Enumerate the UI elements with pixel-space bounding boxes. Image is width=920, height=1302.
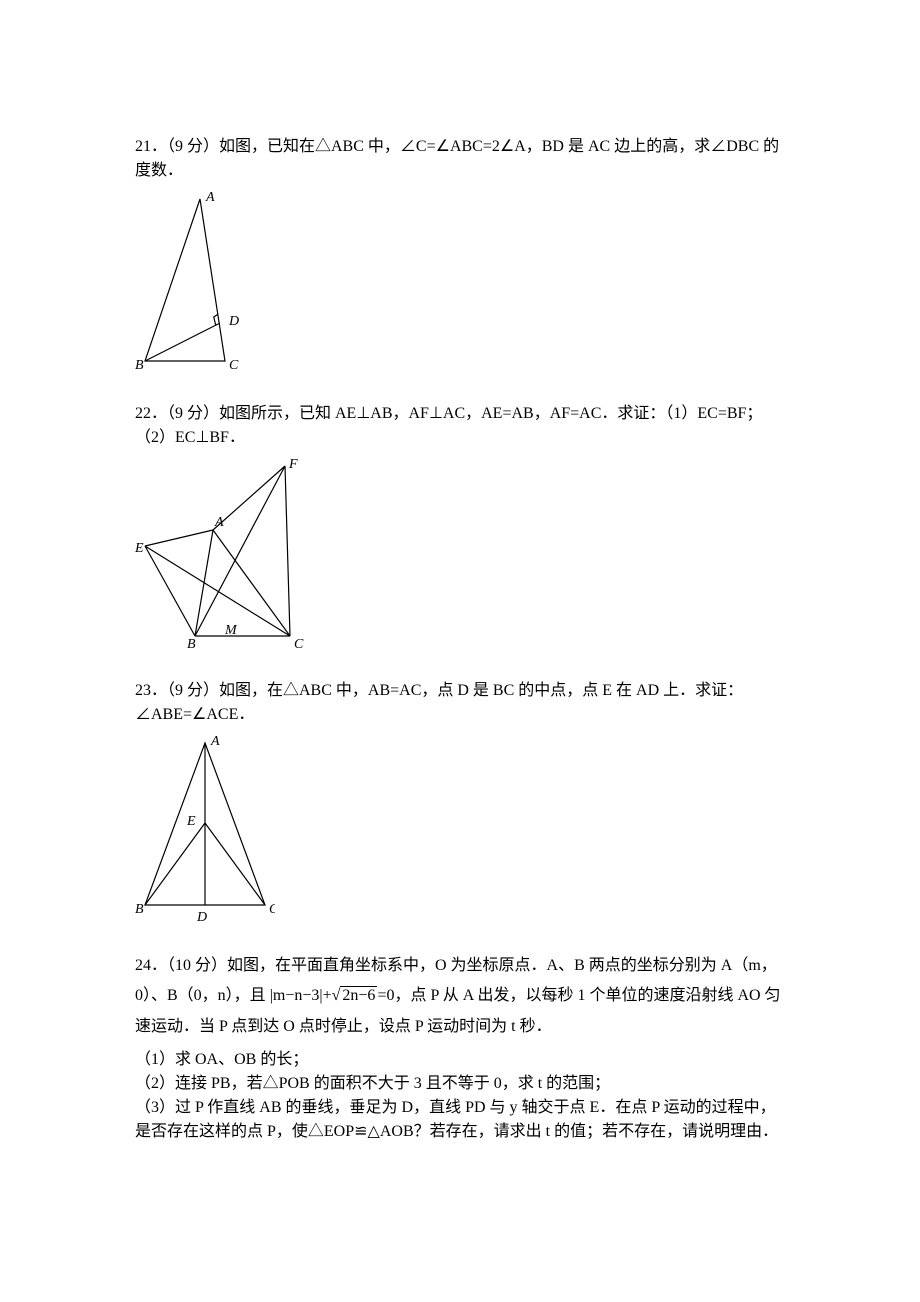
label-F: F [288, 457, 298, 472]
label-B: B [135, 902, 144, 917]
problem-22-text: 22．（9 分）如图所示，已知 AE⊥AB，AF⊥AC，AE=AB，AF=AC．… [135, 402, 785, 450]
p24-abs-expr: |m−n−3| [270, 987, 323, 1004]
problem-21-text: 21．（9 分）如图，已知在△ABC 中，∠C=∠ABC=2∠A，BD 是 AC… [135, 135, 785, 183]
label-M: M [224, 623, 238, 638]
label-A: A [205, 190, 215, 205]
p24-sub2: （2）连接 PB，若△POB 的面积不大于 3 且不等于 0，求 t 的范围； [135, 1072, 785, 1096]
label-C: C [269, 902, 275, 917]
problem-23-figure: A B C D E [135, 733, 275, 923]
label-C: C [294, 637, 304, 651]
problem-23: 23．（9 分）如图，在△ABC 中，AB=AC，点 D 是 BC 的中点，点 … [135, 679, 785, 923]
problem-21: 21．（9 分）如图，已知在△ABC 中，∠C=∠ABC=2∠A，BD 是 AC… [135, 135, 785, 374]
label-C: C [229, 358, 239, 373]
label-A: A [210, 734, 220, 749]
label-D: D [228, 314, 239, 329]
p24-plus: + [323, 987, 332, 1004]
p24-sub1: （1）求 OA、OB 的长； [135, 1048, 785, 1072]
p24-sqrt: √2n−6 [332, 986, 378, 1004]
p24-sqrt-radicand: 2n−6 [340, 986, 377, 1004]
problem-22: 22．（9 分）如图所示，已知 AE⊥AB，AF⊥AC，AE=AB，AF=AC．… [135, 402, 785, 651]
label-D: D [196, 910, 207, 923]
problem-23-text: 23．（9 分）如图，在△ABC 中，AB=AC，点 D 是 BC 的中点，点 … [135, 679, 785, 727]
label-B: B [187, 637, 196, 651]
label-A: A [214, 515, 224, 530]
p24-eq-zero: =0 [377, 987, 394, 1004]
label-E: E [186, 814, 196, 829]
p24-sub3: （3）过 P 作直线 AB 的垂线，垂足为 D，直线 PD 与 y 轴交于点 E… [135, 1096, 785, 1144]
label-E: E [135, 541, 144, 556]
problem-24: 24．（10 分）如图，在平面直角坐标系中，O 为坐标原点．A、B 两点的坐标分… [135, 951, 785, 1144]
problem-22-figure: E A F B C M [135, 456, 320, 651]
problem-24-intro: 24．（10 分）如图，在平面直角坐标系中，O 为坐标原点．A、B 两点的坐标分… [135, 951, 785, 1042]
problem-21-figure: A B C D [135, 189, 255, 374]
label-B: B [135, 358, 144, 373]
